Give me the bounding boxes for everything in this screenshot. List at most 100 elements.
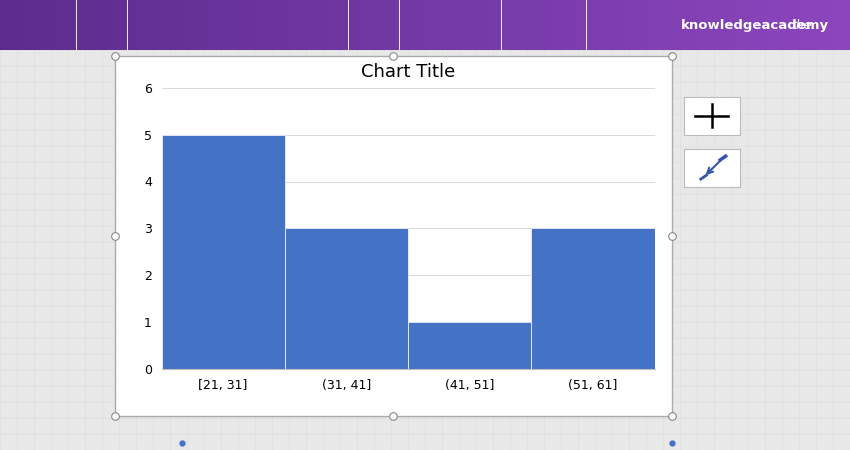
Bar [42,0,47,50]
Bar [106,0,110,50]
Bar [548,0,552,50]
Bar [633,0,638,50]
Bar [446,0,450,50]
Bar [404,0,408,50]
Bar [174,0,178,50]
Bar [718,0,722,50]
Bar [306,0,310,50]
Bar [60,0,64,50]
Bar [620,0,625,50]
Bar [744,0,748,50]
Bar [366,0,370,50]
Bar [808,0,812,50]
Bar [187,0,191,50]
Bar [89,0,94,50]
Bar [629,0,633,50]
Bar [476,0,480,50]
Bar [595,0,599,50]
Bar [667,0,672,50]
Bar [26,0,30,50]
Bar [332,0,336,50]
Bar [684,0,688,50]
Bar [238,0,242,50]
Bar [688,0,693,50]
Bar [128,0,132,50]
Bar [259,0,264,50]
Bar [310,0,314,50]
Bar [604,0,608,50]
Bar [115,0,119,50]
Bar [344,0,348,50]
Bar [76,0,81,50]
Bar [489,0,493,50]
Bar [514,0,518,50]
Bar [132,0,136,50]
Bar [8,0,13,50]
Bar [472,0,476,50]
Bar [561,0,565,50]
Bar [391,0,395,50]
Bar [829,0,833,50]
Bar [795,0,799,50]
Bar [833,0,837,50]
Bar [314,0,319,50]
Bar [803,0,808,50]
Bar [710,0,714,50]
Bar [531,229,654,369]
Bar [586,0,591,50]
Bar [149,0,153,50]
Bar [382,0,387,50]
Bar [714,0,718,50]
Bar [654,0,659,50]
Bar [336,0,340,50]
Bar [421,0,425,50]
Bar [13,0,17,50]
Bar [672,0,676,50]
Bar [531,0,536,50]
Bar [663,0,667,50]
Bar [123,0,127,50]
Bar [484,0,489,50]
Bar [735,0,740,50]
Bar [72,0,76,50]
Bar [752,0,756,50]
Bar [191,0,196,50]
Bar [676,0,680,50]
Bar [157,0,162,50]
Bar [786,0,790,50]
Bar [799,0,803,50]
Bar [357,0,361,50]
Bar [144,0,149,50]
Bar [574,0,578,50]
Bar [701,0,706,50]
Bar [727,0,731,50]
Bar [230,0,234,50]
Bar [47,0,51,50]
Bar [646,0,650,50]
Bar [425,0,429,50]
Bar [136,0,140,50]
Bar [408,322,531,369]
Bar [769,0,774,50]
Title: Chart Title: Chart Title [361,63,455,81]
Bar [748,0,752,50]
Bar [429,0,434,50]
Bar [761,0,765,50]
Bar [756,0,761,50]
Bar [374,0,378,50]
Bar [459,0,463,50]
Bar [289,0,293,50]
Bar [183,0,187,50]
Bar [204,0,208,50]
Bar [816,0,820,50]
Bar [208,0,212,50]
Bar [242,0,246,50]
Bar [140,0,144,50]
Bar [416,0,421,50]
Bar [642,0,646,50]
Bar [510,0,514,50]
Bar [162,135,285,369]
Bar [523,0,527,50]
Bar [38,0,42,50]
Bar [438,0,442,50]
